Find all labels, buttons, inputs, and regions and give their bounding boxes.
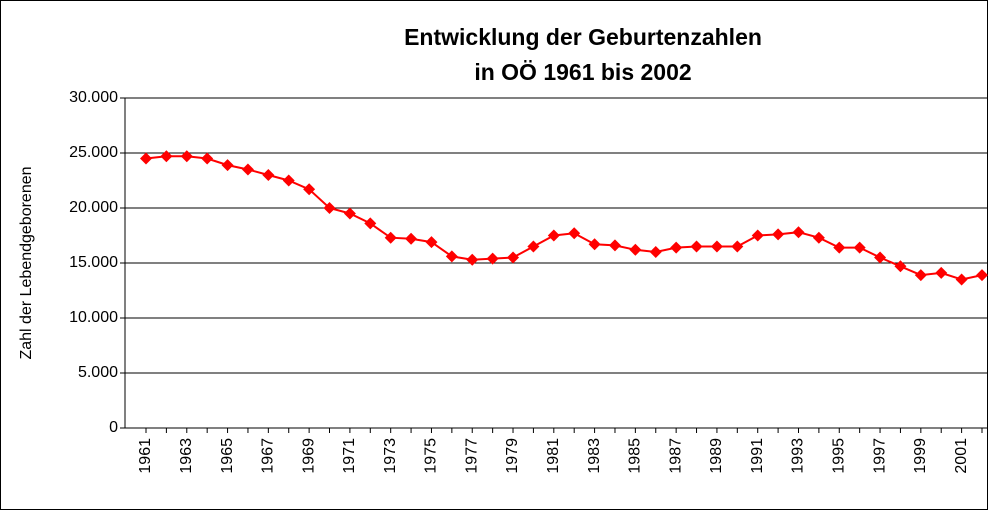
x-tick-label: 2001 [953,438,970,474]
y-tick-label: 15.000 [69,254,118,271]
data-point [221,159,234,172]
x-tick-label: 1989 [708,438,725,474]
data-point [935,266,948,279]
y-tick-label: 5.000 [78,364,118,381]
data-point [466,253,479,266]
data-point [710,240,723,253]
data-point [140,152,152,165]
data-point [731,240,744,253]
data-point [955,273,968,286]
data-point [160,150,173,163]
chart-subtitle: in OÖ 1961 bis 2002 [474,59,691,85]
data-point [690,240,703,253]
x-tick-label: 1997 [871,438,888,474]
y-axis-label: Zahl der Lebendgeborenen [18,166,35,359]
y-tick-label: 30.000 [69,89,118,106]
chart-title: Entwicklung der Geburtenzahlen [404,24,762,50]
data-point [833,241,846,254]
x-tick-label: 1973 [382,438,399,474]
data-point [262,169,275,181]
data-point [384,231,397,244]
y-tick-label: 10.000 [69,309,118,326]
x-tick-label: 1985 [627,438,644,474]
x-tick-label: 1975 [423,438,440,474]
x-tick-label: 1987 [667,438,684,474]
x-tick-label: 1969 [300,438,317,474]
data-point [670,241,683,254]
y-tick-label: 25.000 [69,144,118,161]
data-point [507,251,520,264]
data-point [608,239,621,252]
data-point [629,243,642,256]
data-point [364,217,377,230]
x-tick-label: 1965 [219,438,236,474]
data-point [568,227,581,240]
x-tick-label: 1963 [178,438,195,474]
data-point [241,163,254,176]
x-tick-label: 1993 [790,438,807,474]
x-tick-label: 1981 [545,438,562,474]
data-point [180,150,193,163]
data-point [853,241,866,254]
data-point [588,238,601,251]
data-point [201,152,214,165]
x-tick-label: 1991 [749,438,766,474]
data-point [976,269,988,282]
data-point [445,250,458,263]
data-point [649,246,662,258]
data-point [527,240,540,253]
x-tick-label: 1983 [586,438,603,474]
x-tick-label: 1967 [260,438,277,474]
data-point [323,202,336,214]
x-tick-label: 1995 [830,438,847,474]
x-tick-label: 1971 [341,438,358,474]
x-tick-label: 1977 [463,438,480,474]
data-point [812,231,825,244]
data-point [343,207,356,220]
y-tick-label: 0 [109,419,118,436]
data-point [486,252,499,265]
data-point [792,226,805,239]
data-point [405,232,418,245]
y-tick-label: 20.000 [69,199,118,216]
data-point [303,183,316,196]
data-point [282,174,295,187]
data-point [914,269,927,282]
x-tick-label: 1961 [137,438,154,474]
data-point [874,251,887,264]
x-tick-label: 1979 [504,438,521,474]
data-point [547,229,560,242]
data-point [751,229,764,242]
data-point [894,260,907,273]
data-point [772,228,785,241]
x-tick-label: 1999 [912,438,929,474]
data-point [425,236,438,249]
